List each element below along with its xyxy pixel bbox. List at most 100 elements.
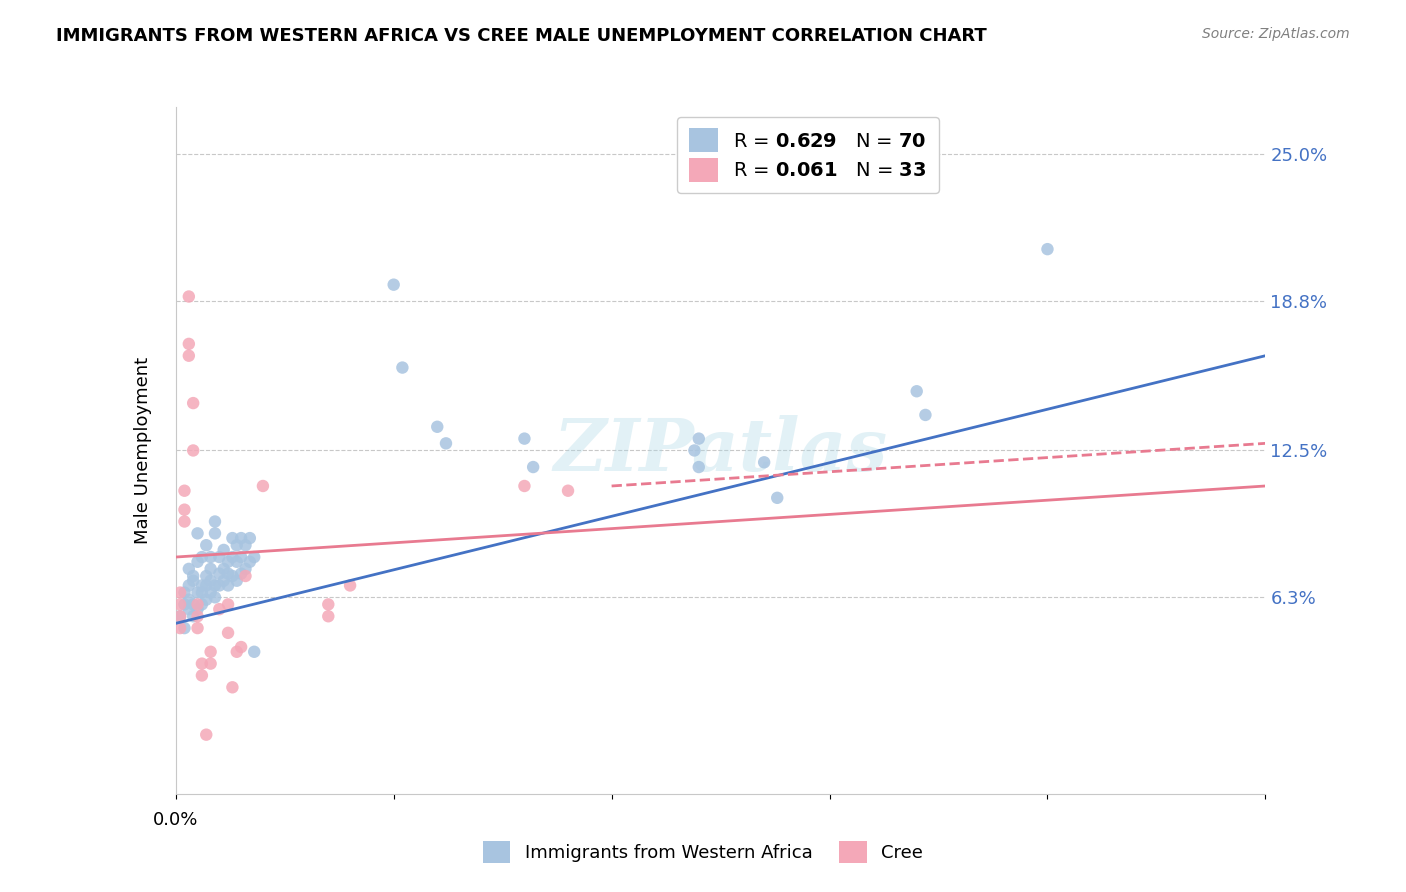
Legend: Immigrants from Western Africa, Cree: Immigrants from Western Africa, Cree — [472, 830, 934, 874]
Point — [914, 408, 936, 422]
Point — [221, 569, 243, 583]
Point — [754, 455, 776, 469]
Point — [169, 609, 191, 624]
Point — [217, 625, 239, 640]
Point — [195, 728, 218, 742]
Point — [221, 681, 243, 695]
Point — [173, 585, 195, 599]
Point — [181, 574, 204, 588]
Point — [204, 578, 226, 592]
Point — [243, 645, 266, 659]
Point — [208, 566, 231, 581]
Point — [191, 585, 214, 599]
Point — [200, 549, 222, 564]
Point — [181, 443, 204, 458]
Point — [177, 337, 200, 351]
Point — [522, 460, 544, 475]
Point — [217, 555, 239, 569]
Legend: R = $\mathbf{0.629}$   N = $\mathbf{70}$, R = $\mathbf{0.061}$   N = $\mathbf{33: R = $\mathbf{0.629}$ N = $\mathbf{70}$, … — [678, 117, 938, 194]
Point — [195, 592, 218, 607]
Point — [177, 578, 200, 592]
Point — [195, 538, 218, 552]
Point — [212, 574, 235, 588]
Point — [177, 602, 200, 616]
Point — [191, 668, 214, 682]
Point — [225, 574, 247, 588]
Point — [173, 515, 195, 529]
Point — [766, 491, 789, 505]
Point — [225, 538, 247, 552]
Point — [169, 585, 191, 599]
Point — [191, 549, 214, 564]
Point — [905, 384, 928, 399]
Y-axis label: Male Unemployment: Male Unemployment — [134, 357, 152, 544]
Point — [186, 555, 209, 569]
Point — [204, 526, 226, 541]
Point — [252, 479, 274, 493]
Point — [221, 549, 243, 564]
Point — [169, 621, 191, 635]
Point — [557, 483, 579, 498]
Point — [173, 483, 195, 498]
Point — [200, 585, 222, 599]
Point — [339, 578, 361, 592]
Point — [217, 578, 239, 592]
Point — [177, 562, 200, 576]
Point — [212, 562, 235, 576]
Point — [173, 621, 195, 635]
Point — [186, 526, 209, 541]
Point — [434, 436, 457, 450]
Point — [208, 578, 231, 592]
Point — [177, 349, 200, 363]
Point — [208, 549, 231, 564]
Point — [200, 645, 222, 659]
Point — [382, 277, 405, 292]
Point — [181, 598, 204, 612]
Point — [191, 578, 214, 592]
Point — [513, 432, 536, 446]
Point — [688, 460, 710, 475]
Point — [426, 419, 449, 434]
Point — [217, 566, 239, 581]
Point — [195, 578, 218, 592]
Point — [204, 515, 226, 529]
Point — [200, 574, 222, 588]
Point — [186, 609, 209, 624]
Point — [318, 598, 340, 612]
Point — [683, 443, 706, 458]
Point — [217, 598, 239, 612]
Point — [186, 602, 209, 616]
Point — [208, 602, 231, 616]
Point — [169, 598, 191, 612]
Point — [181, 396, 204, 410]
Point — [177, 592, 200, 607]
Point — [225, 555, 247, 569]
Point — [195, 569, 218, 583]
Point — [177, 289, 200, 303]
Point — [181, 569, 204, 583]
Point — [191, 657, 214, 671]
Point — [1036, 242, 1059, 256]
Point — [212, 543, 235, 558]
Point — [231, 640, 253, 654]
Text: Source: ZipAtlas.com: Source: ZipAtlas.com — [1202, 27, 1350, 41]
Point — [231, 531, 253, 545]
Point — [243, 549, 266, 564]
Point — [225, 645, 247, 659]
Point — [235, 538, 257, 552]
Point — [231, 566, 253, 581]
Text: IMMIGRANTS FROM WESTERN AFRICA VS CREE MALE UNEMPLOYMENT CORRELATION CHART: IMMIGRANTS FROM WESTERN AFRICA VS CREE M… — [56, 27, 987, 45]
Point — [173, 502, 195, 516]
Point — [186, 621, 209, 635]
Point — [513, 479, 536, 493]
Point — [688, 432, 710, 446]
Point — [186, 585, 209, 599]
Point — [191, 598, 214, 612]
Point — [235, 562, 257, 576]
Point — [391, 360, 413, 375]
Point — [239, 555, 262, 569]
Text: 0.0%: 0.0% — [153, 811, 198, 829]
Point — [235, 569, 257, 583]
Point — [221, 531, 243, 545]
Point — [318, 609, 340, 624]
